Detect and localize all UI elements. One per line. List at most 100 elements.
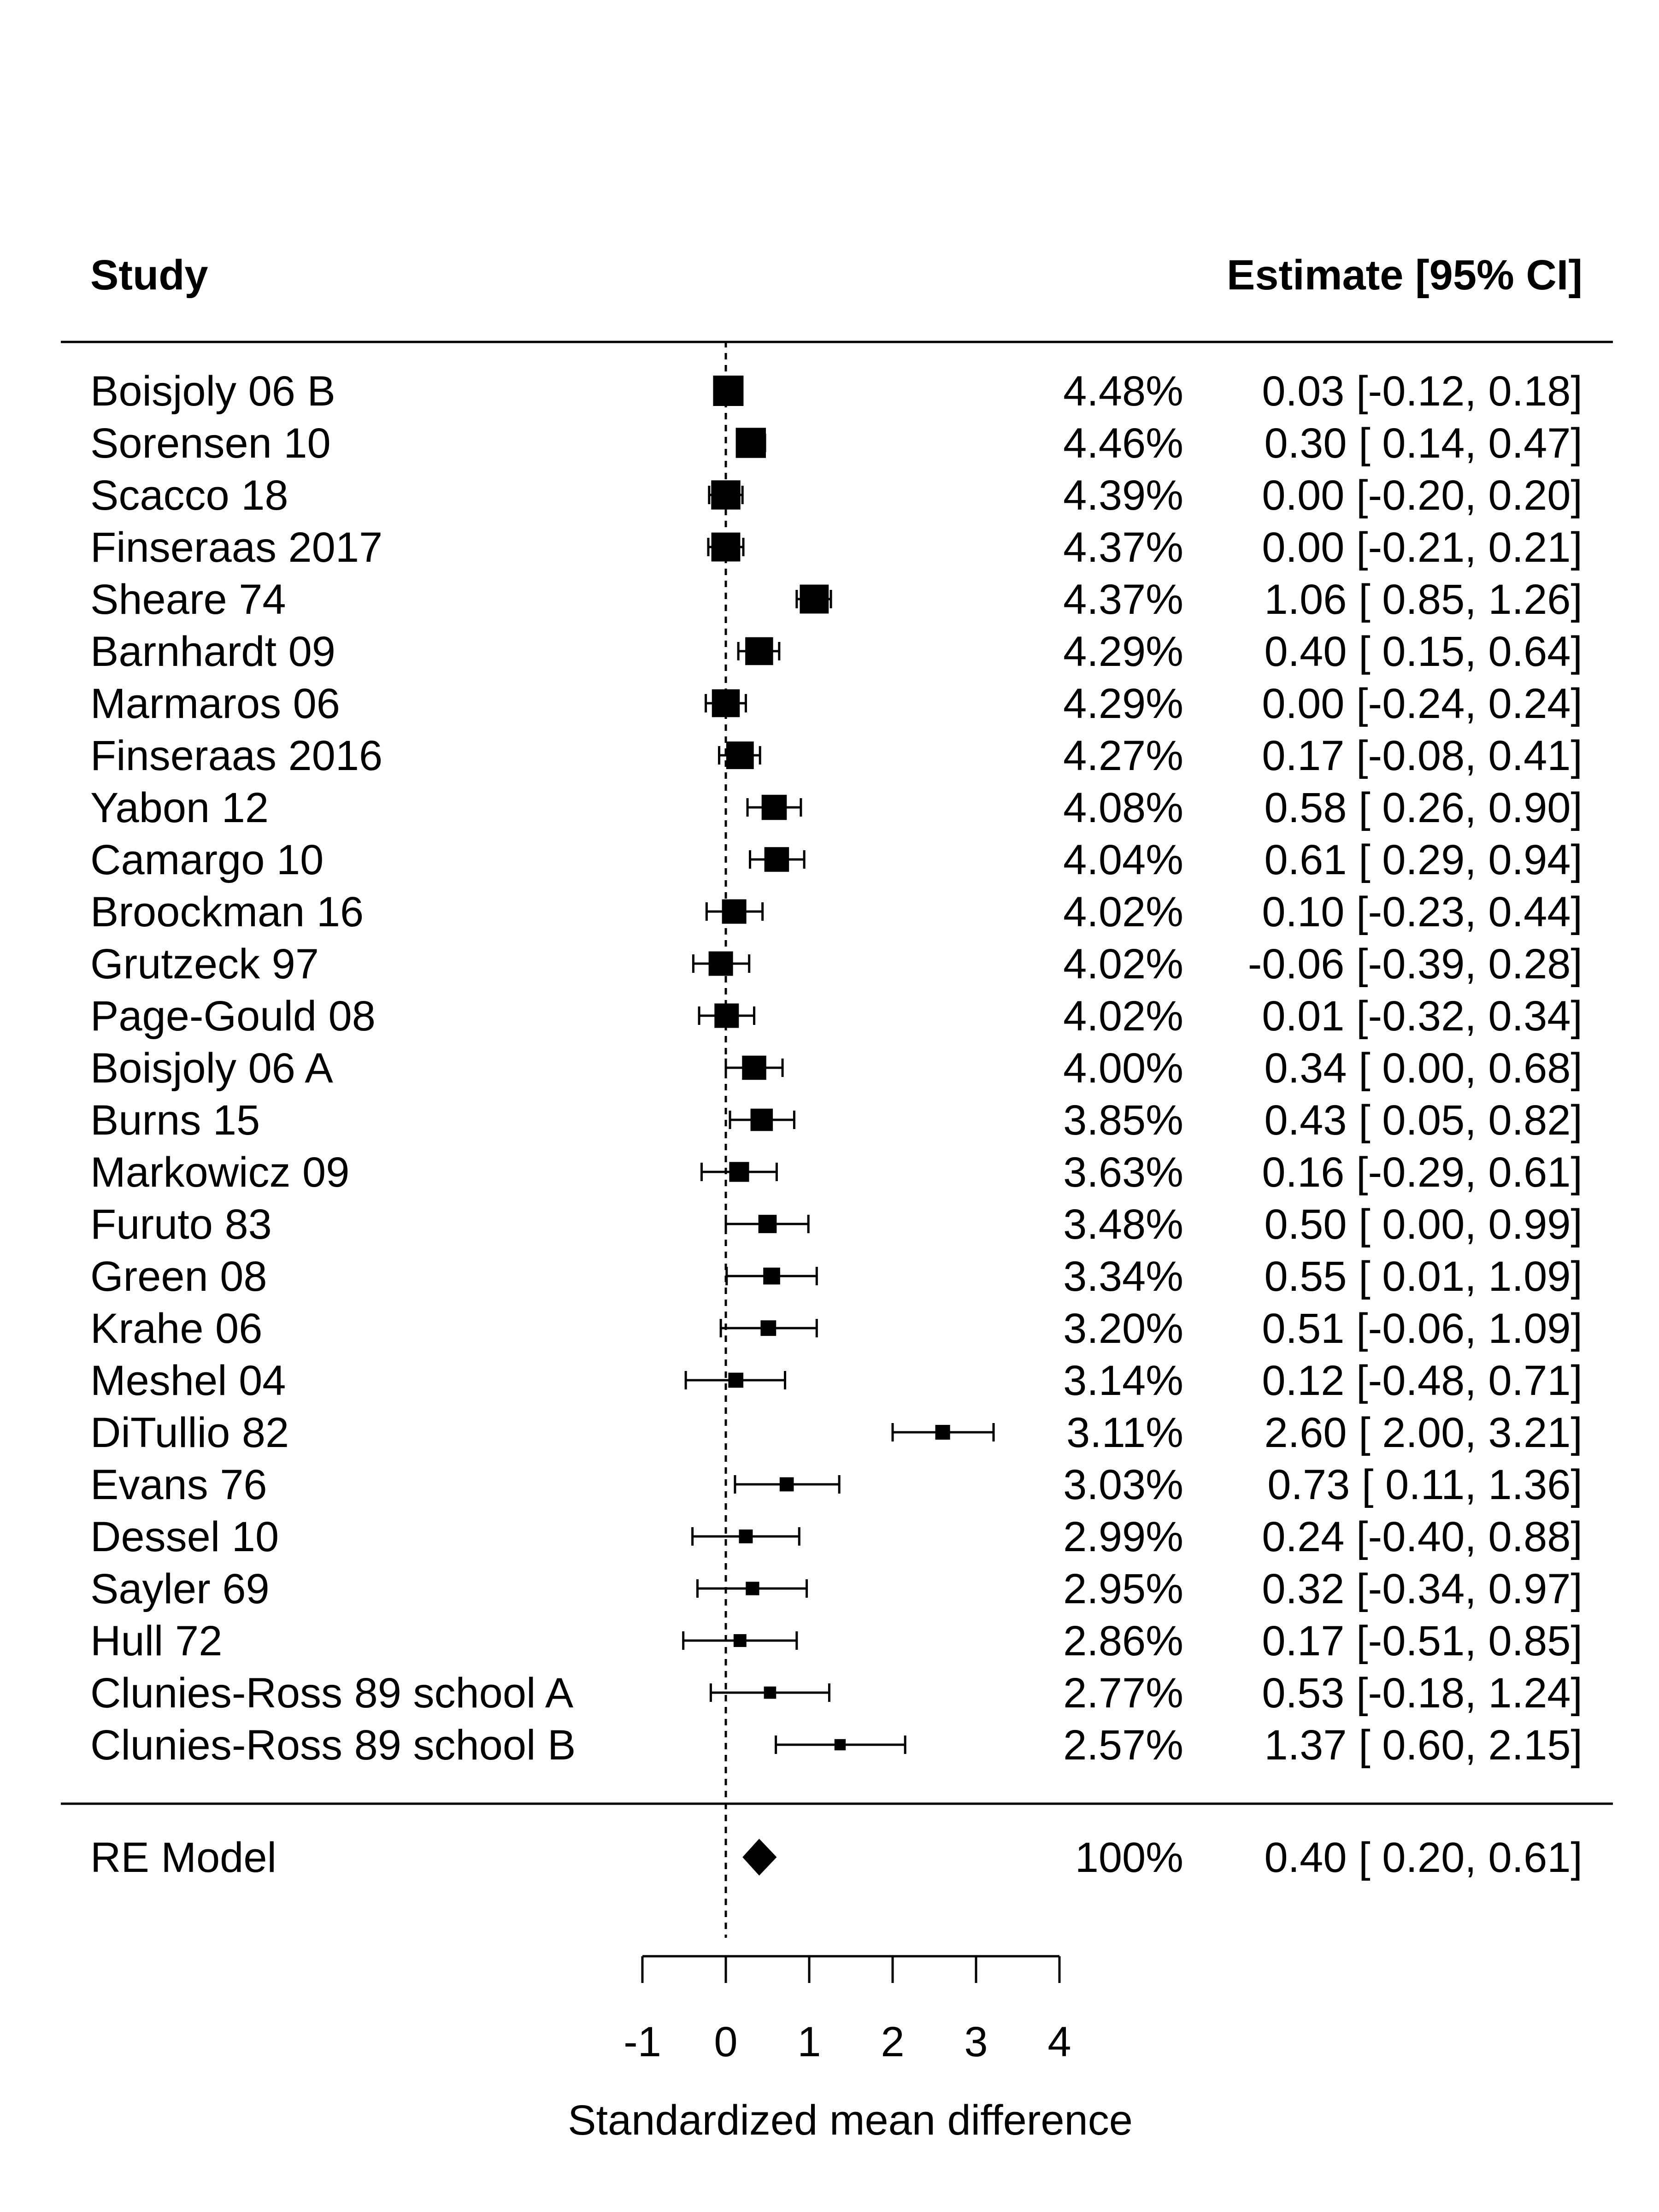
study-estimate-ci: 0.17 [-0.51, 0.85] (1262, 1618, 1583, 1665)
study-estimate-ci: 0.73 [ 0.11, 1.36] (1267, 1461, 1583, 1508)
study-rows: Boisjoly 06 B 4.48% 0.03 [-0.12, 0.18] Sore… (90, 368, 1583, 1769)
study-weight: 4.02% (1063, 888, 1183, 935)
study-estimate-marker (708, 951, 733, 976)
study-row: Dessel 10 2.99% 0.24 [-0.40, 0.88] (90, 1513, 1583, 1560)
study-estimate-marker (834, 1739, 846, 1751)
study-weight: 2.95% (1063, 1565, 1183, 1612)
study-name: Dessel 10 (90, 1513, 279, 1560)
study-estimate-ci: 2.60 [ 2.00, 3.21] (1264, 1409, 1583, 1456)
study-estimate-marker (745, 637, 773, 665)
x-axis-title: Standardized mean difference (568, 2097, 1133, 2144)
study-estimate-marker (764, 1686, 777, 1699)
study-estimate-marker (739, 1530, 753, 1543)
study-weight: 3.63% (1063, 1149, 1183, 1196)
study-estimate-marker (726, 741, 754, 769)
study-weight: 3.14% (1063, 1357, 1183, 1404)
study-weight: 4.48% (1063, 368, 1183, 415)
study-row: Hull 72 2.86% 0.17 [-0.51, 0.85] (90, 1618, 1583, 1665)
study-name: Green 08 (90, 1253, 267, 1300)
study-estimate-ci: 0.17 [-0.08, 0.41] (1262, 732, 1583, 779)
study-name: Sayler 69 (90, 1565, 270, 1612)
study-name: DiTullio 82 (90, 1409, 289, 1456)
study-row: Boisjoly 06 B 4.48% 0.03 [-0.12, 0.18] (90, 368, 1583, 415)
study-estimate-marker (763, 1267, 780, 1285)
study-row: Boisjoly 06 A 4.00% 0.34 [ 0.00, 0.68] (90, 1045, 1583, 1092)
study-estimate-marker (733, 1634, 747, 1647)
study-estimate-marker (760, 1320, 777, 1336)
study-estimate-ci: 0.03 [-0.12, 0.18] (1262, 368, 1583, 415)
study-weight: 4.27% (1063, 732, 1183, 779)
study-estimate-marker (742, 1055, 766, 1080)
study-estimate-ci: 0.58 [ 0.26, 0.90] (1264, 784, 1583, 831)
study-estimate-ci: 0.32 [-0.34, 0.97] (1262, 1565, 1583, 1612)
study-estimate-ci: 0.30 [ 0.14, 0.47] (1264, 420, 1583, 467)
study-estimate-marker (722, 899, 747, 924)
study-weight: 3.85% (1063, 1097, 1183, 1144)
study-name: Boisjoly 06 B (90, 368, 335, 415)
study-row: Page-Gould 08 4.02% 0.01 [-0.32, 0.34] (90, 993, 1583, 1040)
study-estimate-marker (935, 1424, 950, 1440)
study-estimate-marker (764, 847, 789, 872)
study-weight: 2.57% (1063, 1722, 1183, 1769)
study-estimate-marker (800, 584, 829, 614)
x-axis: -1 0 1 2 3 4 (624, 1955, 1071, 2065)
study-row: Krahe 06 3.20% 0.51 [-0.06, 1.09] (90, 1305, 1583, 1352)
study-estimate-marker (779, 1477, 794, 1492)
study-estimate-ci: 0.51 [-0.06, 1.09] (1262, 1305, 1583, 1352)
summary-diamond (742, 1839, 777, 1876)
study-estimate-marker (735, 428, 766, 458)
x-tick-label: 3 (964, 2018, 988, 2065)
study-row: Finseraas 2017 4.37% 0.00 [-0.21, 0.21] (90, 524, 1583, 571)
study-name: Sheare 74 (90, 576, 286, 623)
study-name: Scacco 18 (90, 472, 288, 519)
study-row: Grutzeck 97 4.02% -0.06 [-0.39, 0.28] (90, 941, 1583, 988)
study-row: Clunies-Ross 89 school B 2.57% 1.37 [ 0.60… (90, 1722, 1583, 1769)
study-weight: 4.08% (1063, 784, 1183, 831)
study-estimate-marker (758, 1215, 777, 1233)
study-estimate-ci: 0.16 [-0.29, 0.61] (1262, 1149, 1583, 1196)
study-name: Boisjoly 06 A (90, 1045, 333, 1092)
study-name: Markowicz 09 (90, 1149, 349, 1196)
study-weight: 3.20% (1063, 1305, 1183, 1352)
study-row: Green 08 3.34% 0.55 [ 0.01, 1.09] (90, 1253, 1583, 1300)
study-weight: 4.37% (1063, 576, 1183, 623)
study-row: Yabon 12 4.08% 0.58 [ 0.26, 0.90] (90, 784, 1583, 831)
study-name: Broockman 16 (90, 888, 364, 935)
study-estimate-marker (729, 1162, 749, 1182)
study-name: Burns 15 (90, 1097, 260, 1144)
study-name: Finseraas 2016 (90, 732, 382, 779)
study-estimate-ci: 0.61 [ 0.29, 0.94] (1264, 836, 1583, 883)
study-row: Camargo 10 4.04% 0.61 [ 0.29, 0.94] (90, 836, 1583, 883)
study-row: Finseraas 2016 4.27% 0.17 [-0.08, 0.41] (90, 732, 1583, 779)
study-estimate-marker (713, 376, 744, 406)
study-weight: 2.77% (1063, 1670, 1183, 1717)
study-name: Evans 76 (90, 1461, 267, 1508)
study-estimate-marker (761, 794, 787, 820)
study-name: Meshel 04 (90, 1357, 286, 1404)
study-row: Barnhardt 09 4.29% 0.40 [ 0.15, 0.64] (90, 628, 1583, 675)
study-estimate-ci: 0.24 [-0.40, 0.88] (1262, 1513, 1583, 1560)
study-row: Evans 76 3.03% 0.73 [ 0.11, 1.36] (90, 1461, 1583, 1508)
study-estimate-ci: 0.00 [-0.24, 0.24] (1262, 680, 1583, 727)
estimate-column-header: Estimate [95% CI] (1227, 252, 1583, 299)
study-name: Camargo 10 (90, 836, 324, 883)
study-name: Grutzeck 97 (90, 941, 319, 988)
summary-name: RE Model (90, 1834, 276, 1881)
study-row: Marmaros 06 4.29% 0.00 [-0.24, 0.24] (90, 680, 1583, 727)
study-row: Clunies-Ross 89 school A 2.77% 0.53 [-0.18… (90, 1670, 1583, 1717)
study-weight: 4.29% (1063, 680, 1183, 727)
study-weight: 4.39% (1063, 472, 1183, 519)
study-estimate-marker (711, 532, 741, 562)
study-name: Clunies-Ross 89 school B (90, 1722, 576, 1769)
x-tick-label: 1 (797, 2018, 821, 2065)
study-weight: 4.46% (1063, 420, 1183, 467)
study-estimate-ci: 0.34 [ 0.00, 0.68] (1264, 1045, 1583, 1092)
summary-estimate-ci: 0.40 [ 0.20, 0.61] (1264, 1834, 1583, 1881)
study-estimate-marker (714, 1003, 739, 1028)
study-estimate-ci: 0.55 [ 0.01, 1.09] (1264, 1253, 1583, 1300)
study-estimate-ci: 0.40 [ 0.15, 0.64] (1264, 628, 1583, 675)
study-row: Markowicz 09 3.63% 0.16 [-0.29, 0.61] (90, 1149, 1583, 1196)
study-row: Broockman 16 4.02% 0.10 [-0.23, 0.44] (90, 888, 1583, 935)
study-weight: 4.04% (1063, 836, 1183, 883)
